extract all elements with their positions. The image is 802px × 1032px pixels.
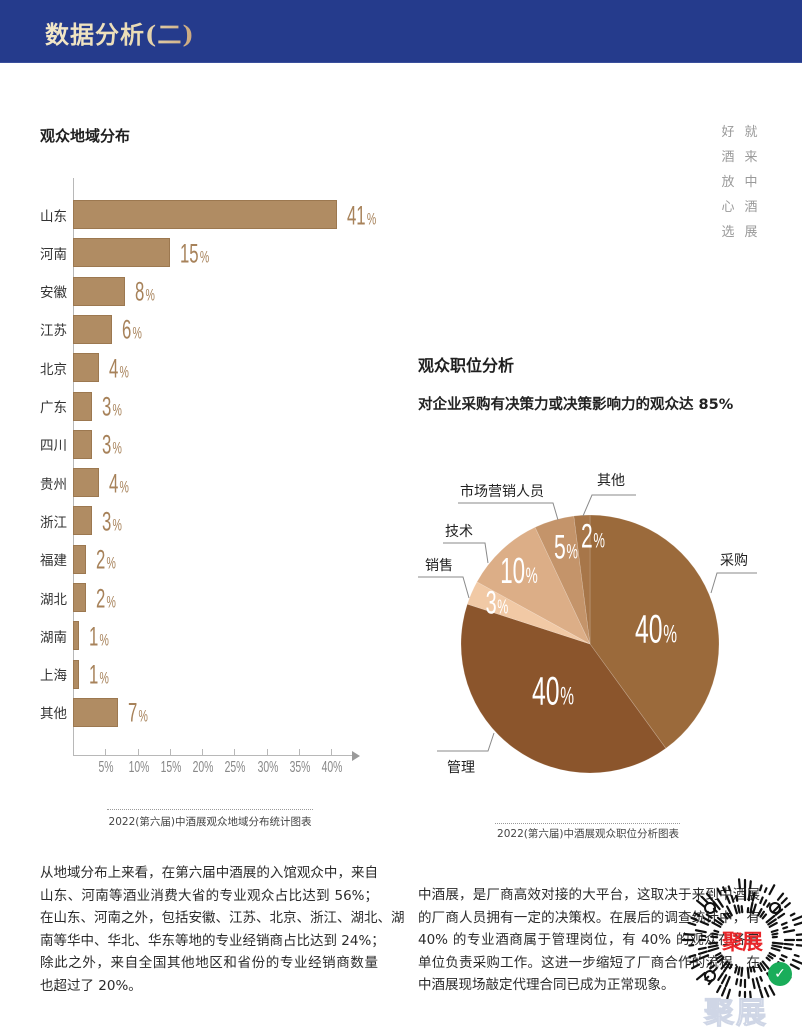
qr-brand-text: 聚展 (722, 926, 762, 956)
paragraph-line: 也超过了 20%。 (40, 975, 378, 998)
pie-slice-percent: 2% (581, 518, 605, 557)
pie-percent-number: 2 (581, 518, 593, 556)
pie-leader-line (437, 733, 494, 751)
pie-slice-percent: 10% (500, 550, 538, 592)
pie-percent-number: 3 (486, 585, 497, 621)
pie-percent-number: 40 (532, 670, 560, 714)
pie-leader-line (711, 573, 757, 593)
pie-slice-label: 技术 (445, 521, 473, 541)
pie-slice-label: 管理 (447, 757, 475, 777)
pie-slice-label: 销售 (425, 555, 453, 575)
paragraph-line: 从地域分布上来看，在第六届中酒展的入馆观众中，来自 (40, 862, 378, 885)
wechat-icon: ✓ (768, 962, 792, 986)
position-caption-divider (495, 823, 680, 824)
pie-percent-suffix: % (593, 530, 605, 553)
pie-leader-line (458, 503, 558, 520)
pie-percent-suffix: % (663, 621, 677, 649)
pie-percent-number: 5 (554, 529, 566, 567)
pie-percent-suffix: % (526, 563, 538, 588)
region-analysis-paragraph: 从地域分布上来看，在第六届中酒展的入馆观众中，来自 山东、河南等酒业消费大省的专… (40, 862, 378, 997)
pie-slice-percent: 40% (635, 608, 677, 653)
paragraph-line: 南等华中、华北、华东等地的专业经销商占比达到 24%； (40, 930, 378, 953)
pie-slice-percent: 40% (532, 670, 574, 715)
paragraph-line: 在山东、河南之外，包括安徽、江苏、北京、浙江、湖北、湖 (40, 907, 378, 930)
pie-slice-percent: 5% (554, 529, 578, 568)
pie-slice-label: 采购 (720, 550, 748, 570)
pie-leader-line (418, 577, 469, 598)
pie-slice-label: 其他 (597, 470, 625, 490)
pie-percent-suffix: % (566, 541, 578, 564)
paragraph-line: 除此之外，来自全国其他地区和省份的专业经销商数量 (40, 952, 378, 975)
pie-leader-line (583, 495, 636, 516)
pie-percent-number: 40 (635, 608, 663, 652)
pie-slice-label: 市场营销人员 (460, 481, 544, 501)
pie-percent-suffix: % (497, 597, 508, 619)
watermark-text: 聚展 (704, 988, 768, 1032)
paragraph-line: 山东、河南等酒业消费大省的专业观众占比达到 56%； (40, 885, 378, 908)
position-chart-caption: 2022(第六届)中酒展观众职位分析图表 (497, 826, 679, 841)
pie-percent-number: 10 (500, 550, 525, 591)
pie-percent-suffix: % (560, 683, 574, 711)
